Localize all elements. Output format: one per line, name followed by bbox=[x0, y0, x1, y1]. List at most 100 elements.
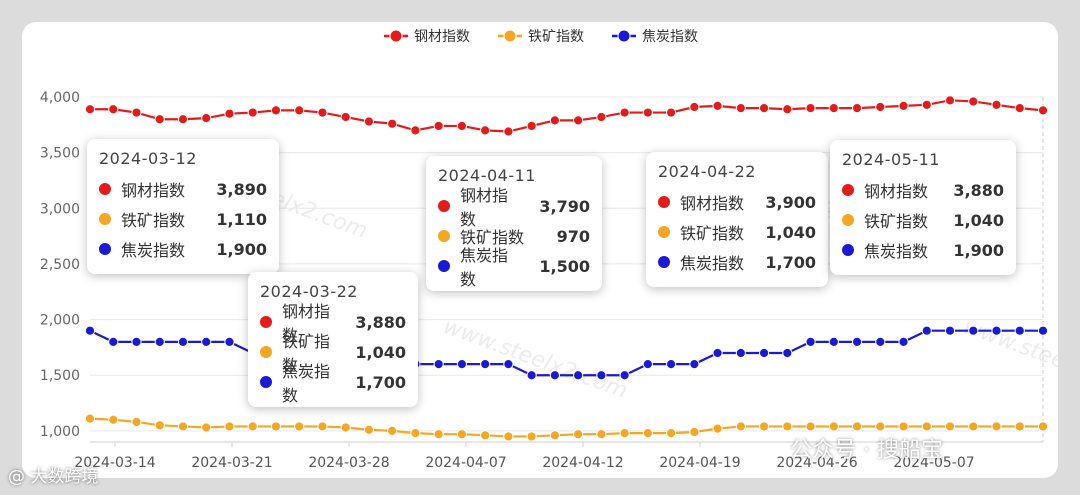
data-point bbox=[294, 421, 305, 432]
y-tick-label: 4,000 bbox=[40, 90, 80, 106]
data-point bbox=[991, 421, 1002, 432]
y-tick-label: 3,000 bbox=[40, 201, 80, 217]
x-tick-label: 2024-04-26 bbox=[776, 455, 857, 471]
tooltip-date: 2024-03-12 bbox=[99, 149, 197, 168]
tooltip-series-name: 焦炭指数 bbox=[680, 254, 745, 273]
data-point bbox=[991, 325, 1002, 336]
x-tick-label: 2024-04-12 bbox=[542, 455, 623, 471]
tooltip-series-name: 铁矿指数 bbox=[864, 212, 929, 231]
data-point bbox=[573, 115, 584, 126]
data-point bbox=[735, 347, 746, 359]
tooltip-series-value: 3,790 bbox=[539, 196, 590, 216]
data-point bbox=[1014, 421, 1025, 432]
tooltip-row: 焦炭指数 1,900 bbox=[99, 234, 267, 264]
data-point bbox=[665, 427, 677, 439]
data-point bbox=[503, 126, 514, 137]
data-point bbox=[665, 358, 677, 370]
tooltip-date: 2024-04-11 bbox=[438, 166, 536, 185]
x-tick-label: 2024-03-28 bbox=[308, 455, 389, 471]
data-point bbox=[805, 103, 816, 114]
data-point bbox=[108, 336, 119, 347]
data-point bbox=[921, 421, 932, 432]
data-point bbox=[712, 347, 723, 359]
data-point bbox=[596, 429, 607, 440]
data-point bbox=[131, 336, 142, 347]
data-point bbox=[177, 421, 189, 432]
series-dot-icon bbox=[260, 316, 272, 328]
tooltip-series-value: 1,900 bbox=[953, 240, 1004, 260]
series-dot-icon bbox=[99, 183, 111, 195]
tooltip-series-name: 铁矿指数 bbox=[680, 224, 745, 243]
y-tick-label: 2,500 bbox=[40, 257, 80, 273]
tooltip-series-name: 钢材指数 bbox=[680, 194, 745, 213]
data-point bbox=[968, 325, 979, 336]
data-point bbox=[642, 107, 653, 118]
series-dot-icon bbox=[438, 260, 450, 272]
data-point bbox=[735, 103, 746, 114]
data-point bbox=[410, 125, 421, 136]
data-point bbox=[340, 422, 351, 433]
data-point bbox=[480, 125, 491, 136]
tooltip-series-value: 1,900 bbox=[216, 239, 267, 259]
y-tick-label: 2,000 bbox=[40, 313, 80, 329]
series-dot-icon bbox=[842, 214, 854, 226]
data-point bbox=[1037, 325, 1049, 336]
data-point bbox=[108, 104, 119, 115]
data-point bbox=[108, 414, 119, 425]
data-point bbox=[828, 336, 839, 347]
data-point bbox=[758, 347, 770, 359]
data-point bbox=[84, 413, 96, 424]
data-point bbox=[270, 105, 282, 116]
data-point bbox=[596, 111, 607, 123]
data-point bbox=[689, 358, 700, 370]
data-point bbox=[712, 423, 723, 434]
tooltip-series-value: 1,040 bbox=[355, 342, 406, 362]
tooltip-row: 钢材指数 3,900 bbox=[658, 187, 816, 217]
data-point bbox=[991, 99, 1002, 110]
data-point bbox=[1014, 103, 1025, 114]
data-point bbox=[363, 116, 375, 127]
data-point bbox=[619, 370, 630, 381]
data-point bbox=[573, 370, 584, 381]
data-point bbox=[782, 104, 793, 115]
series-dot-icon bbox=[260, 376, 272, 388]
data-point bbox=[851, 421, 863, 432]
tooltip-series-name: 焦炭指数 bbox=[282, 362, 331, 405]
data-point bbox=[433, 429, 444, 440]
x-tick-label: 2024-04-07 bbox=[425, 455, 506, 471]
data-point bbox=[456, 429, 468, 440]
tooltip-series-name: 焦炭指数 bbox=[864, 242, 929, 261]
data-point bbox=[968, 96, 979, 107]
data-point bbox=[898, 421, 909, 432]
data-point bbox=[247, 421, 258, 432]
data-point bbox=[131, 416, 142, 428]
series-dot-icon bbox=[658, 226, 670, 238]
series-dot-icon bbox=[438, 200, 450, 212]
series-dot-icon bbox=[99, 243, 111, 255]
tooltip-date: 2024-03-22 bbox=[260, 282, 358, 301]
tooltip-series-value: 970 bbox=[556, 226, 590, 246]
data-point bbox=[805, 421, 816, 432]
tooltip-series-name: 钢材指数 bbox=[121, 181, 186, 200]
data-point bbox=[387, 118, 398, 129]
data-point bbox=[363, 424, 375, 435]
data-point bbox=[689, 101, 700, 113]
tooltip-row: 焦炭指数 1,700 bbox=[260, 362, 406, 405]
tooltip-row: 铁矿指数 1,040 bbox=[658, 217, 816, 247]
data-point bbox=[154, 114, 165, 125]
tooltip-date: 2024-04-22 bbox=[658, 162, 756, 181]
data-point bbox=[828, 421, 839, 432]
data-point bbox=[177, 336, 189, 347]
tooltip-series-value: 1,110 bbox=[216, 209, 267, 229]
x-tick-label: 2024-03-21 bbox=[191, 455, 272, 471]
data-point bbox=[131, 107, 142, 118]
data-point bbox=[177, 114, 189, 125]
x-tick-label: 2024-03-14 bbox=[74, 455, 155, 471]
tooltip-row: 焦炭指数 1,900 bbox=[842, 235, 1004, 265]
tooltip-date: 2024-05-11 bbox=[842, 150, 940, 169]
series-dot-icon bbox=[260, 346, 272, 358]
tooltip-series-value: 3,890 bbox=[216, 179, 267, 199]
tooltip-row: 钢材指数 3,790 bbox=[438, 186, 590, 229]
data-point bbox=[549, 430, 560, 441]
tooltip-series-name: 铁矿指数 bbox=[282, 332, 331, 375]
